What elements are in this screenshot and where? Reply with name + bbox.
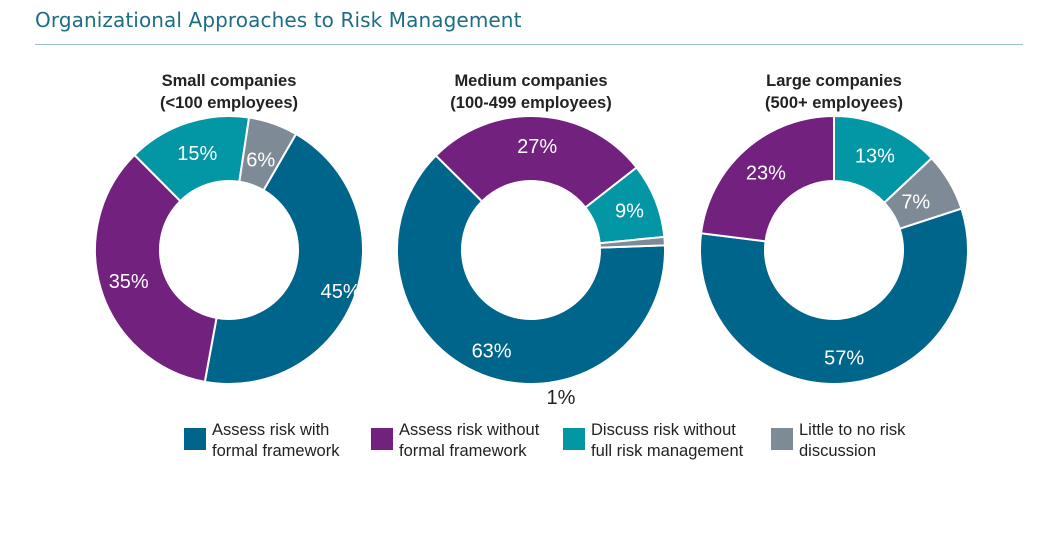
slice-large-little-risk <box>882 156 963 230</box>
slice-small-formal-framework <box>203 132 364 385</box>
slice-large-informal-framework <box>699 114 835 243</box>
slice-label-medium-little-risk: 1% <box>547 387 576 409</box>
legend-item-formal: Assess risk with formal framework <box>184 420 339 462</box>
chart-title-medium: Medium companies <box>454 72 607 90</box>
legend-label-line2: formal framework <box>399 442 527 460</box>
legend-label-line1: Assess risk without <box>399 421 540 439</box>
slice-label-large-informal-framework: 23% <box>746 163 786 185</box>
slice-label-large-discuss-risk: 13% <box>855 145 895 167</box>
slice-label-medium-informal-framework: 27% <box>517 136 557 158</box>
slice-small-little-risk <box>238 116 298 192</box>
slice-medium-informal-framework <box>434 115 638 209</box>
slice-label-medium-discuss-risk: 9% <box>615 201 644 223</box>
legend-label-line2: formal framework <box>212 442 340 460</box>
legend-label-line1: Discuss risk without <box>591 421 736 439</box>
slice-medium-formal-framework <box>396 154 666 385</box>
slice-label-small-discuss-risk: 15% <box>177 143 217 165</box>
legend-label-line1: Little to no risk <box>799 421 906 439</box>
legend-label-line1: Assess risk with <box>212 421 330 439</box>
title-divider <box>35 44 1023 45</box>
legend-item-discuss: Discuss risk without full risk management <box>563 420 743 462</box>
page-title: Organizational Approaches to Risk Manage… <box>35 8 522 32</box>
legend-item-little: Little to no risk discussion <box>771 420 905 462</box>
slice-large-formal-framework <box>699 207 969 385</box>
legend-swatch-formal <box>184 428 206 450</box>
legend-label-line2: discussion <box>799 442 877 460</box>
slice-label-small-little-risk: 6% <box>246 149 275 171</box>
chart-title-large: (500+ employees) <box>765 94 903 112</box>
slice-label-large-little-risk: 7% <box>901 192 930 214</box>
chart-title-small: Small companies <box>162 72 297 90</box>
donut-charts: Small companies (<100 employees) 45% 35% 15%… <box>94 72 969 409</box>
slice-medium-little-risk <box>598 235 666 249</box>
slice-label-small-formal-framework: 45% <box>321 281 361 303</box>
slice-label-large-formal-framework: 57% <box>824 348 864 370</box>
slice-label-medium-formal-framework: 63% <box>472 341 512 363</box>
legend-label-line2: full risk management <box>591 442 744 460</box>
legend-item-informal: Assess risk without formal framework <box>371 420 539 462</box>
legend-swatch-little <box>771 428 793 450</box>
legend-swatch-informal <box>371 428 393 450</box>
legend-swatch-discuss <box>563 428 585 450</box>
chart-title-small: (<100 employees) <box>160 94 298 112</box>
slice-label-small-informal-framework: 35% <box>109 271 149 293</box>
chart-title-medium: (100-499 employees) <box>450 94 611 112</box>
legend: Assess risk with formal framework Assess … <box>0 420 1058 468</box>
chart-title-large: Large companies <box>766 72 902 90</box>
slice-small-informal-framework <box>94 153 218 383</box>
